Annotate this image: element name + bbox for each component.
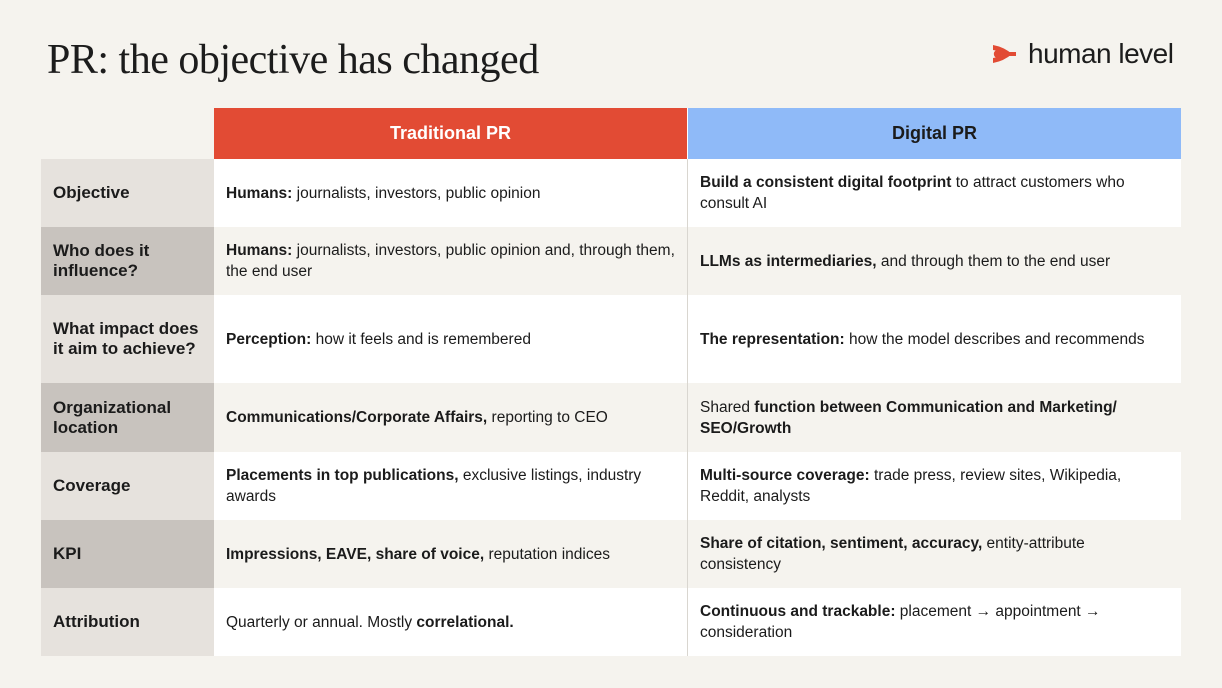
bold-text: Multi-source coverage: [700, 467, 870, 484]
bold-text: function between Communication and Marke… [700, 398, 1117, 437]
row-label: Coverage [41, 452, 214, 520]
cell-text: Multi-source coverage: trade press, revi… [700, 465, 1169, 507]
cell-traditional: Humans: journalists, investors, public o… [214, 159, 687, 227]
cell-digital: Share of citation, sentiment, accuracy, … [687, 520, 1181, 588]
brand-name: human level [1028, 38, 1174, 69]
text-segment: placement → appointment → consideration [700, 603, 1101, 641]
text-segment: reputation indices [484, 545, 610, 563]
cell-digital: Multi-source coverage: trade press, revi… [687, 452, 1181, 520]
bold-text: Placements in top publications, [226, 467, 459, 484]
cell-traditional: Communications/Corporate Affairs, report… [214, 383, 687, 452]
cell-text: LLMs as intermediaries, and through them… [700, 251, 1110, 272]
bold-text: Share of citation, sentiment, accuracy, [700, 535, 983, 552]
text-segment: trade press, review sites, Wikipedia, Re… [700, 467, 1122, 505]
text-segment: journalists, investors, public opinion [292, 184, 541, 202]
bold-text: Humans: [226, 184, 293, 202]
text-segment: Quarterly or annual. Mostly [226, 613, 417, 631]
cell-traditional: Placements in top publications, exclusiv… [214, 452, 687, 520]
cell-traditional: Quarterly or annual. Mostly correlationa… [214, 588, 687, 656]
row-label: Objective [41, 159, 214, 227]
cell-text: Humans: journalists, investors, public o… [226, 240, 675, 282]
row-label: What impact does it aim to achieve? [41, 295, 214, 383]
bold-text: Communications/Corporate Affairs, [226, 409, 488, 426]
bold-text: LLMs as intermediaries, [700, 252, 877, 270]
cell-digital: Shared function between Communication an… [687, 383, 1181, 452]
row-label: Organizational location [41, 383, 214, 452]
row-label: Who does it influence? [41, 227, 214, 295]
text-segment: to attract customers who consult AI [700, 174, 1125, 212]
bold-text: correlational. [416, 613, 514, 631]
bold-text: Impressions, EAVE, share of voice, [226, 545, 485, 563]
text-segment: how it feels and is remembered [311, 330, 531, 348]
cell-text: Shared function between Communication an… [700, 397, 1169, 439]
cell-traditional: Humans: journalists, investors, public o… [214, 227, 687, 295]
bold-text: Perception: [226, 330, 312, 348]
header-digital-pr: Digital PR [687, 108, 1181, 159]
cell-text: Share of citation, sentiment, accuracy, … [700, 533, 1169, 575]
brand-logo: human level [990, 38, 1174, 70]
cell-digital: Build a consistent digital footprint to … [687, 159, 1181, 227]
cell-text: Humans: journalists, investors, public o… [226, 183, 540, 204]
cell-traditional: Impressions, EAVE, share of voice, reput… [214, 520, 687, 588]
row-label: KPI [41, 520, 214, 588]
text-segment: reporting to CEO [487, 409, 608, 426]
comparison-table: Traditional PR Digital PR Objective Human… [41, 108, 1181, 656]
cell-text: Impressions, EAVE, share of voice, reput… [226, 544, 610, 565]
cell-text: Perception: how it feels and is remember… [226, 329, 531, 350]
text-segment: how the model describes and recommends [844, 330, 1145, 348]
text-segment: Shared [700, 398, 755, 416]
cell-text: Quarterly or annual. Mostly correlationa… [226, 612, 514, 633]
text-segment: and through them to the end user [876, 252, 1111, 270]
row-label: Attribution [41, 588, 214, 656]
bold-text: Continuous and trackable: [700, 603, 896, 620]
cell-text: Continuous and trackable: placement → ap… [700, 601, 1169, 643]
header-traditional-pr: Traditional PR [214, 108, 687, 159]
cell-traditional: Perception: how it feels and is remember… [214, 295, 687, 383]
cell-digital: The representation: how the model descri… [687, 295, 1181, 383]
bold-text: Build a consistent digital footprint [700, 174, 952, 191]
cell-text: Communications/Corporate Affairs, report… [226, 407, 608, 428]
cell-digital: LLMs as intermediaries, and through them… [687, 227, 1181, 295]
cell-digital: Continuous and trackable: placement → ap… [687, 588, 1181, 656]
bold-text: The representation: [700, 330, 845, 348]
text-segment: entity-attribute consistency [700, 535, 1085, 573]
text-segment: exclusive listings, industry awards [226, 467, 642, 505]
bold-text: Humans: [226, 242, 293, 259]
cell-text: Placements in top publications, exclusiv… [226, 465, 675, 507]
arrow-logo-icon [993, 45, 1016, 63]
text-segment: journalists, investors, public opinion a… [226, 242, 675, 280]
cell-text: Build a consistent digital footprint to … [700, 172, 1169, 214]
table-corner [41, 108, 214, 159]
cell-text: The representation: how the model descri… [700, 329, 1145, 350]
page-title: PR: the objective has changed [47, 37, 539, 83]
